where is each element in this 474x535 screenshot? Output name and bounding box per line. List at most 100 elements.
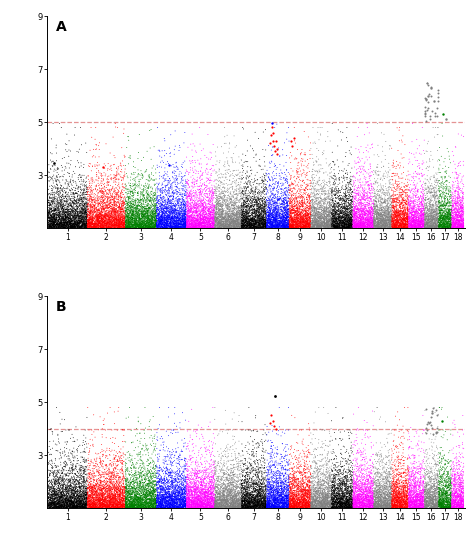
Point: [249, 501, 257, 509]
Point: [47, 197, 55, 205]
Point: [281, 503, 288, 511]
Point: [310, 495, 317, 503]
Point: [215, 204, 223, 213]
Point: [106, 223, 114, 231]
Point: [354, 496, 361, 505]
Point: [367, 202, 375, 210]
Point: [174, 213, 182, 221]
Point: [437, 500, 444, 509]
Point: [237, 215, 245, 224]
Point: [166, 481, 174, 490]
Point: [340, 165, 348, 173]
Point: [399, 221, 406, 230]
Point: [117, 492, 124, 500]
Point: [75, 219, 82, 227]
Point: [174, 224, 182, 232]
Point: [391, 493, 398, 502]
Point: [261, 208, 268, 216]
Point: [94, 501, 102, 509]
Point: [271, 206, 279, 215]
Point: [235, 500, 243, 508]
Point: [265, 465, 273, 474]
Point: [279, 484, 286, 493]
Point: [371, 487, 378, 495]
Point: [155, 500, 162, 509]
Point: [184, 220, 192, 228]
Point: [394, 211, 402, 220]
Point: [401, 198, 409, 207]
Point: [285, 220, 292, 228]
Point: [418, 192, 426, 201]
Point: [423, 218, 430, 227]
Point: [437, 492, 444, 501]
Point: [274, 500, 282, 509]
Point: [118, 209, 125, 217]
Point: [378, 213, 385, 222]
Point: [97, 478, 104, 486]
Point: [253, 168, 261, 177]
Point: [383, 209, 390, 218]
Point: [426, 218, 434, 227]
Point: [424, 224, 432, 232]
Point: [315, 403, 323, 412]
Point: [165, 500, 173, 508]
Point: [50, 499, 58, 507]
Point: [394, 219, 401, 228]
Point: [299, 490, 306, 499]
Point: [59, 474, 67, 483]
Point: [190, 473, 197, 482]
Point: [299, 223, 306, 231]
Point: [330, 460, 338, 469]
Point: [180, 485, 188, 494]
Point: [398, 494, 405, 503]
Point: [416, 482, 423, 491]
Point: [285, 186, 292, 194]
Point: [276, 499, 283, 508]
Point: [82, 503, 90, 511]
Point: [48, 212, 55, 221]
Point: [263, 209, 271, 217]
Point: [303, 489, 311, 498]
Point: [94, 209, 101, 217]
Point: [70, 493, 77, 502]
Point: [267, 204, 275, 213]
Point: [386, 500, 394, 509]
Point: [269, 218, 276, 226]
Point: [346, 220, 353, 228]
Point: [162, 202, 169, 211]
Point: [300, 210, 307, 219]
Point: [414, 503, 421, 512]
Point: [91, 185, 99, 193]
Point: [68, 502, 76, 510]
Point: [405, 218, 412, 226]
Point: [410, 498, 418, 507]
Point: [49, 219, 56, 227]
Point: [268, 210, 276, 218]
Point: [445, 221, 453, 230]
Point: [105, 498, 113, 506]
Point: [256, 492, 264, 501]
Point: [113, 218, 120, 227]
Point: [202, 192, 210, 201]
Point: [447, 198, 455, 207]
Point: [451, 492, 458, 500]
Point: [315, 503, 322, 511]
Point: [155, 216, 163, 225]
Point: [333, 210, 341, 218]
Point: [118, 493, 125, 502]
Point: [434, 491, 441, 499]
Point: [136, 206, 144, 215]
Point: [447, 489, 454, 498]
Point: [262, 502, 270, 510]
Point: [337, 198, 345, 207]
Point: [290, 470, 297, 478]
Point: [186, 188, 193, 197]
Point: [297, 219, 305, 227]
Point: [325, 206, 333, 215]
Point: [359, 498, 367, 507]
Point: [444, 219, 451, 228]
Point: [197, 215, 205, 223]
Point: [59, 192, 67, 201]
Point: [213, 214, 221, 223]
Point: [218, 495, 226, 503]
